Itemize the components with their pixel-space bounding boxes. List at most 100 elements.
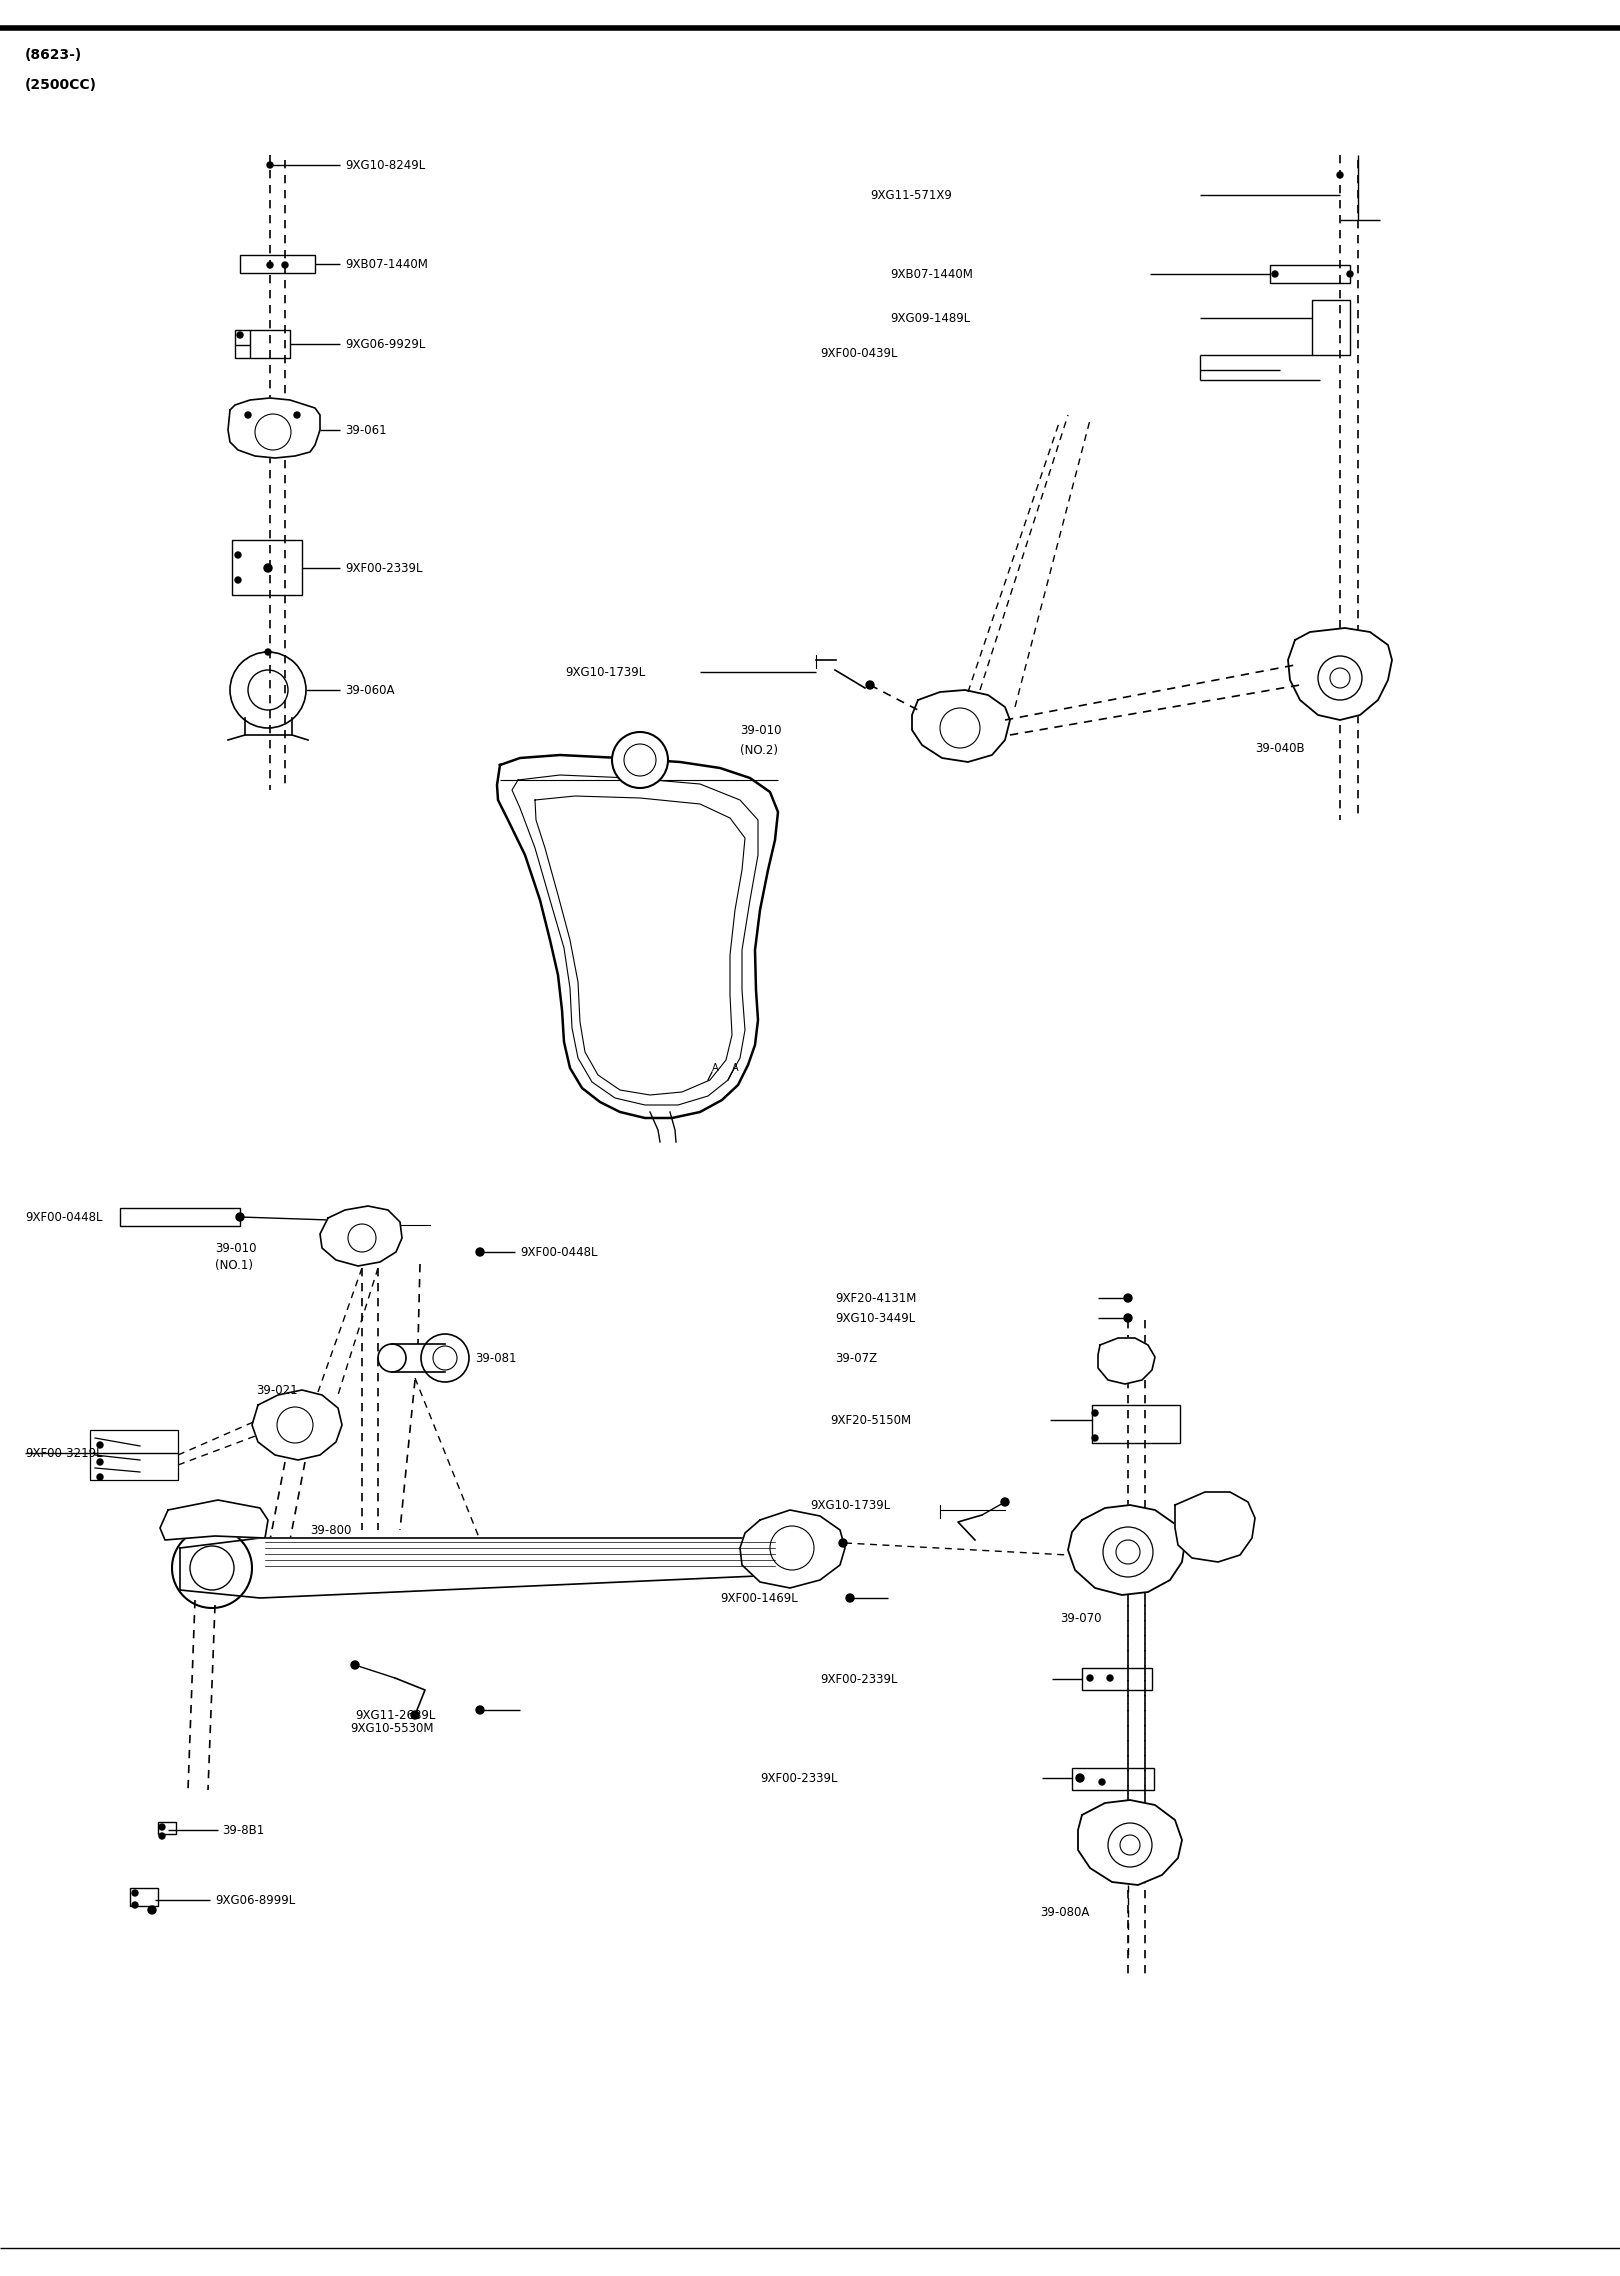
Text: 39-800: 39-800	[309, 1523, 352, 1536]
Bar	[1312, 300, 1349, 355]
Text: 9XF00-0439L: 9XF00-0439L	[820, 346, 897, 360]
Text: 39-021: 39-021	[256, 1384, 298, 1397]
Polygon shape	[321, 1206, 402, 1265]
Bar	[1270, 264, 1349, 282]
Bar	[1092, 1404, 1179, 1443]
Polygon shape	[1288, 628, 1392, 719]
Text: 9XG10-1739L: 9XG10-1739L	[810, 1498, 891, 1511]
Text: A: A	[713, 1063, 719, 1072]
Circle shape	[131, 1903, 138, 1907]
Text: 39-8B1: 39-8B1	[222, 1823, 264, 1837]
Text: 9XF20-4131M: 9XF20-4131M	[834, 1290, 917, 1304]
Circle shape	[1346, 271, 1353, 278]
Text: (NO.1): (NO.1)	[215, 1259, 253, 1272]
Circle shape	[266, 649, 271, 655]
Circle shape	[476, 1707, 484, 1714]
Text: 9XG09-1489L: 9XG09-1489L	[889, 312, 970, 325]
Text: (NO.2): (NO.2)	[740, 744, 778, 756]
Text: 9XF00-3219L: 9XF00-3219L	[24, 1448, 102, 1459]
Bar	[120, 1209, 240, 1227]
Text: (2500CC): (2500CC)	[24, 77, 97, 91]
Bar	[91, 1429, 178, 1479]
Circle shape	[1272, 271, 1278, 278]
Polygon shape	[497, 756, 778, 1118]
Polygon shape	[253, 1391, 342, 1459]
Circle shape	[97, 1475, 104, 1479]
Text: 9XG10-3449L: 9XG10-3449L	[834, 1311, 915, 1325]
Text: 9XB07-1440M: 9XB07-1440M	[345, 257, 428, 271]
Text: 9XF20-5150M: 9XF20-5150M	[829, 1413, 910, 1427]
Text: 39-081: 39-081	[475, 1352, 517, 1366]
Polygon shape	[180, 1539, 791, 1598]
Circle shape	[245, 412, 251, 419]
Circle shape	[131, 1889, 138, 1896]
Text: 9XG10-1739L: 9XG10-1739L	[565, 665, 645, 678]
Text: 39-07Z: 39-07Z	[834, 1352, 876, 1366]
Text: (8623-): (8623-)	[24, 48, 83, 61]
Circle shape	[1087, 1675, 1094, 1682]
Bar	[130, 1889, 159, 1905]
Circle shape	[147, 1905, 156, 1914]
Polygon shape	[1174, 1493, 1256, 1561]
Polygon shape	[912, 690, 1009, 762]
Text: 39-070: 39-070	[1059, 1611, 1102, 1625]
Polygon shape	[1077, 1800, 1183, 1885]
Text: 39-010: 39-010	[215, 1240, 256, 1254]
Text: 9XG06-8999L: 9XG06-8999L	[215, 1894, 295, 1907]
Text: 9XF00-2339L: 9XF00-2339L	[820, 1673, 897, 1687]
Polygon shape	[1098, 1338, 1155, 1384]
Polygon shape	[1068, 1504, 1184, 1595]
Bar	[1082, 1668, 1152, 1691]
Text: 39-080A: 39-080A	[1040, 1905, 1089, 1919]
Circle shape	[1092, 1434, 1098, 1441]
Circle shape	[282, 262, 288, 269]
Text: 39-060A: 39-060A	[345, 683, 395, 696]
Bar	[240, 255, 314, 273]
Text: 9XB07-1440M: 9XB07-1440M	[889, 269, 974, 280]
Text: 9XG06-9929L: 9XG06-9929L	[345, 337, 426, 351]
Circle shape	[97, 1443, 104, 1448]
Text: 9XG11-571X9: 9XG11-571X9	[870, 189, 953, 203]
Circle shape	[235, 553, 241, 558]
Text: 9XF00-0448L: 9XF00-0448L	[520, 1245, 598, 1259]
Circle shape	[476, 1247, 484, 1256]
Circle shape	[237, 1213, 245, 1220]
Circle shape	[1336, 173, 1343, 178]
Circle shape	[411, 1712, 420, 1718]
Circle shape	[1098, 1780, 1105, 1784]
Circle shape	[159, 1832, 165, 1839]
Circle shape	[235, 578, 241, 583]
Circle shape	[1124, 1295, 1132, 1302]
Bar	[232, 539, 301, 594]
Text: 9XF00-2339L: 9XF00-2339L	[760, 1771, 838, 1784]
Bar	[1072, 1768, 1153, 1789]
Bar	[235, 330, 290, 357]
Circle shape	[846, 1593, 854, 1602]
Text: 39-040B: 39-040B	[1256, 742, 1304, 756]
Text: 9XG10-5530M: 9XG10-5530M	[350, 1721, 434, 1734]
Circle shape	[267, 162, 274, 168]
Polygon shape	[160, 1500, 267, 1541]
Polygon shape	[228, 398, 321, 457]
Circle shape	[352, 1661, 360, 1668]
Circle shape	[237, 332, 243, 339]
Text: 9XF00-2339L: 9XF00-2339L	[345, 562, 423, 574]
Circle shape	[293, 412, 300, 419]
Bar	[159, 1823, 177, 1834]
Circle shape	[612, 733, 667, 787]
Circle shape	[1001, 1498, 1009, 1507]
Text: 9XF00-0448L: 9XF00-0448L	[24, 1211, 102, 1224]
Polygon shape	[740, 1509, 846, 1589]
Text: 39-061: 39-061	[345, 423, 387, 437]
Text: 9XF00-1469L: 9XF00-1469L	[719, 1591, 797, 1605]
Text: 39-010: 39-010	[740, 724, 781, 737]
Text: A: A	[732, 1063, 739, 1072]
Circle shape	[267, 262, 274, 269]
Circle shape	[1092, 1411, 1098, 1416]
Circle shape	[1124, 1313, 1132, 1322]
Circle shape	[97, 1459, 104, 1466]
Circle shape	[867, 681, 875, 690]
Circle shape	[1076, 1773, 1084, 1782]
Circle shape	[159, 1823, 165, 1830]
Circle shape	[1106, 1675, 1113, 1682]
